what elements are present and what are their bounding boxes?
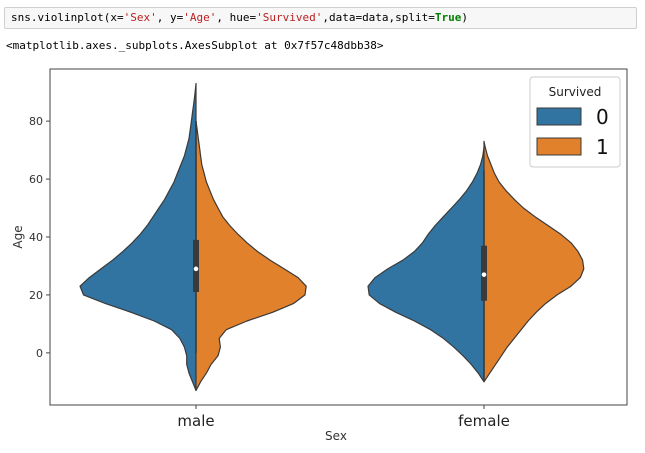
legend-title: Survived (549, 85, 602, 99)
violin-female (367, 140, 585, 383)
box-median (481, 272, 487, 277)
code-token: True (434, 11, 462, 24)
code-token: , hue= (216, 11, 257, 24)
violin-half-survived-1 (195, 120, 307, 392)
violin-chart: 0 20 40 60 80 male female Sex Age Survived 0 1 (0, 60, 645, 449)
y-tick-label: 0 (36, 347, 43, 360)
violin-male (79, 82, 307, 392)
code-token: ) (461, 11, 469, 24)
violin-half-survived-0 (79, 82, 197, 392)
code-cell[interactable]: sns.violinplot(x='Sex', y='Age', hue='Su… (4, 7, 637, 29)
y-axis-label: Age (11, 225, 25, 248)
legend-swatch (536, 107, 582, 126)
code-token: 'Survived' (256, 11, 323, 24)
y-tick-label: 20 (29, 289, 43, 302)
y-axis: 0 20 40 60 80 (29, 115, 50, 360)
x-axis-label: Sex (325, 429, 347, 443)
code-token: 'Sex' (123, 11, 157, 24)
x-tick-label: male (177, 412, 214, 430)
cell-output-text: <matplotlib.axes._subplots.AxesSubplot a… (6, 39, 384, 52)
legend: Survived 0 1 (529, 76, 621, 168)
violin-half-survived-0 (367, 146, 485, 383)
chart-svg: 0 20 40 60 80 male female Sex Age Survived 0 1 (11, 68, 628, 443)
x-axis: male female (177, 405, 510, 430)
plot-area (79, 82, 585, 392)
box-iqr (193, 239, 199, 293)
code-token: 'Age' (183, 11, 217, 24)
legend-entry-label: 0 (596, 105, 609, 129)
y-tick-label: 40 (29, 231, 43, 244)
y-tick-label: 80 (29, 115, 43, 128)
legend-swatch (536, 137, 582, 156)
y-tick-label: 60 (29, 173, 43, 186)
code-input[interactable]: sns.violinplot(x='Sex', y='Age', hue='Su… (11, 11, 468, 25)
code-token: ,data=data,split= (322, 11, 435, 24)
x-tick-label: female (458, 412, 510, 430)
box-median (193, 266, 199, 272)
code-token: , y= (156, 11, 184, 24)
legend-entry-label: 1 (596, 135, 609, 159)
code-token: sns.violinplot(x= (11, 11, 124, 24)
violin-half-survived-1 (483, 140, 585, 383)
